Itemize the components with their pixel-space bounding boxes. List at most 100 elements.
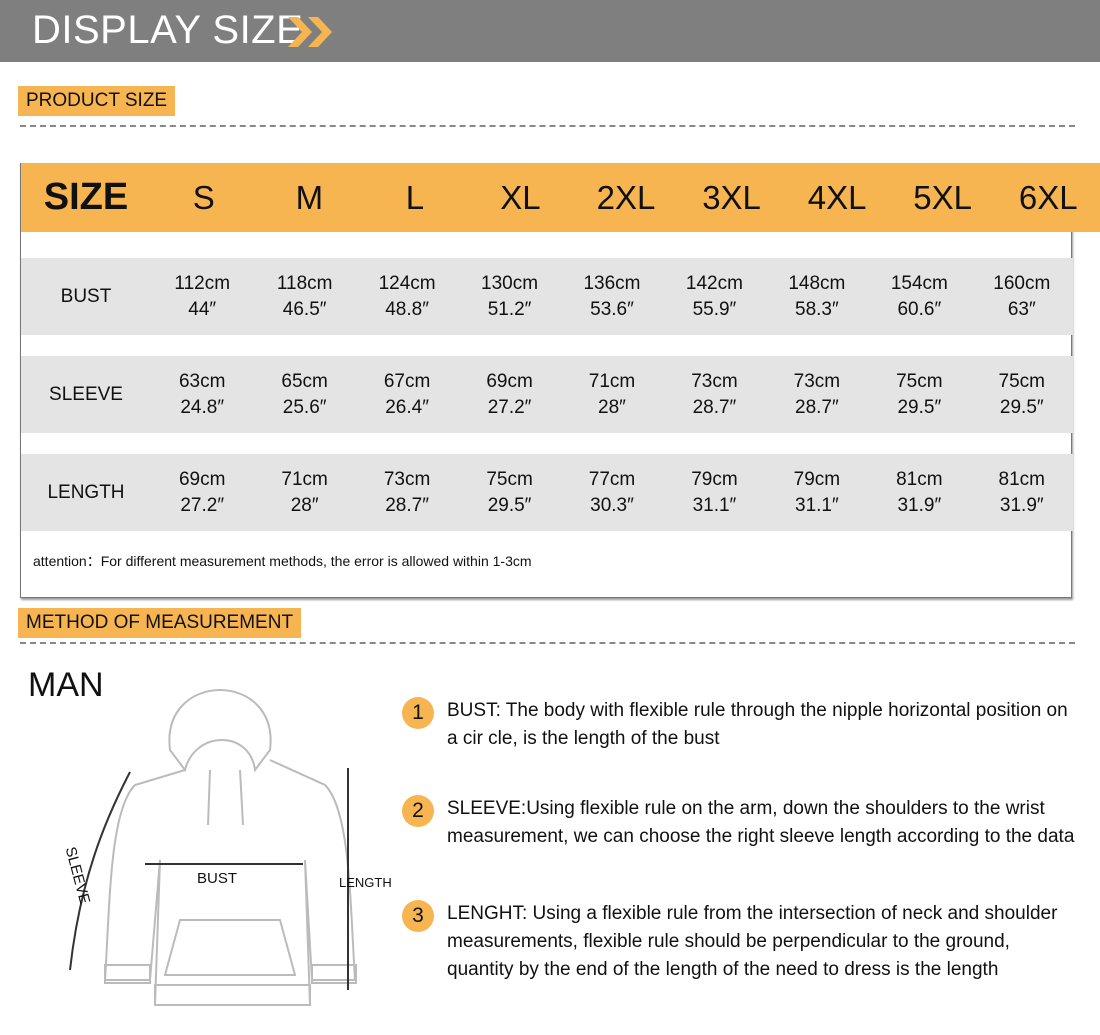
size-header: M	[295, 178, 324, 216]
cm-value: 81cm	[896, 468, 943, 490]
instruction-text: LENGHT: Using a flexible rule from the i…	[447, 903, 1058, 980]
step-number-badge: 2	[402, 795, 434, 827]
table-cell: 160cm 63″	[971, 271, 1073, 323]
table-cell: 112cm 44″	[151, 271, 253, 323]
step-number-badge: 3	[402, 900, 434, 932]
inch-value: 28.7″	[795, 396, 839, 418]
cm-value: 69cm	[178, 468, 226, 490]
table-cell: 71cm 28″	[253, 467, 355, 519]
cm-value: 124cm	[378, 272, 436, 294]
row-label: BUST	[60, 285, 112, 307]
bust-label: BUST	[197, 870, 238, 887]
hoodie-illustration	[69, 689, 357, 1006]
table-cell: 136cm 53.6″	[561, 271, 663, 323]
inch-value: 30.3″	[590, 494, 634, 516]
inch-value: 31.9″	[897, 494, 942, 516]
cm-value: 63cm	[178, 370, 226, 392]
cm-value: 71cm	[588, 370, 636, 392]
size-header: 5XL	[913, 178, 973, 216]
table-cell: 154cm 60.6″	[868, 271, 970, 323]
inch-value: 31.1″	[692, 494, 737, 516]
table-cell: 73cm 28.7″	[766, 369, 868, 421]
inch-value: 26.4″	[385, 396, 429, 418]
length-label: LENGTH	[339, 875, 392, 890]
header-bar: DISPLAY SIZE	[0, 0, 1100, 62]
table-cell: 81cm 31.9″	[868, 467, 970, 519]
size-header: 3XL	[702, 178, 761, 216]
table-cell: 79cm 31.1″	[663, 467, 765, 519]
cm-value: 75cm	[998, 370, 1045, 392]
table-cell: 148cm 58.3″	[766, 271, 868, 323]
cm-value: 77cm	[588, 468, 636, 490]
instruction-text: SLEEVE:Using flexible rule on the arm, d…	[447, 798, 1075, 847]
cm-value: 73cm	[383, 468, 431, 490]
cm-value: 75cm	[896, 370, 943, 392]
table-cell: 75cm 29.5″	[458, 467, 560, 519]
size-table: SIZE S M L XL 2XL 3XL 4XL 5XL 6XL BUST 112cm 44″ 118…	[20, 163, 1100, 598]
inch-value: 27.2″	[487, 396, 532, 418]
table-cell: 130cm 51.2″	[458, 271, 560, 323]
inch-value: 28.7″	[385, 494, 429, 516]
inch-value: 29.5″	[897, 396, 942, 418]
cm-value: 73cm	[793, 370, 841, 392]
inch-value: 28.7″	[692, 396, 737, 418]
cm-value: 118cm	[276, 272, 333, 294]
table-cell: 71cm 28″	[561, 369, 663, 421]
size-header: L	[405, 178, 425, 216]
table-cell: 75cm 29.5″	[971, 369, 1073, 421]
cm-value: 160cm	[993, 272, 1051, 294]
inch-value: 29.5″	[487, 494, 532, 516]
cm-value: 130cm	[481, 272, 539, 294]
table-cell: 67cm 26.4″	[356, 369, 458, 421]
inch-value: 53.6″	[590, 298, 634, 320]
table-cell: 75cm 29.5″	[868, 369, 970, 421]
cm-value: 136cm	[583, 272, 641, 294]
inch-value: 51.2″	[487, 298, 532, 320]
cm-value: 73cm	[691, 370, 738, 392]
size-header: S	[192, 178, 215, 216]
table-cell: 69cm 27.2″	[458, 369, 560, 421]
table-cell: 77cm 30.3″	[561, 467, 663, 519]
inch-value: 24.8″	[180, 396, 225, 418]
step-number-badge: 1	[402, 697, 434, 729]
page-title: DISPLAY SIZE	[32, 8, 304, 52]
inch-value: 31.1″	[795, 494, 839, 516]
table-cell: 79cm 31.1″	[766, 467, 868, 519]
table-header: SIZE S M L XL 2XL 3XL 4XL 5XL 6XL	[21, 163, 1100, 232]
table-cell: 73cm 28.7″	[356, 467, 458, 519]
inch-value: 48.8″	[385, 298, 429, 320]
inch-value: 27.2″	[180, 494, 225, 516]
inch-value: 25.6″	[282, 396, 327, 418]
table-row: LENGTH 69cm 27.2″ 71cm 28″ 73cm 28.7″ 75cm 29.5″…	[21, 454, 1073, 531]
table-cell: 81cm 31.9″	[971, 467, 1073, 519]
cm-value: 142cm	[685, 272, 743, 294]
cm-value: 67cm	[383, 370, 431, 392]
cm-value: 79cm	[793, 468, 841, 490]
table-cell: 63cm 24.8″	[151, 369, 253, 421]
cm-value: 148cm	[788, 272, 846, 294]
product-size-label: PRODUCT SIZE	[18, 86, 176, 116]
inch-value: 28″	[598, 396, 626, 418]
divider	[20, 125, 1075, 127]
inch-value: 31.9″	[999, 494, 1044, 516]
cm-value: 154cm	[890, 272, 948, 294]
size-header: 6XL	[1018, 178, 1078, 216]
table-cell: 118cm 46.5″	[253, 271, 355, 323]
table-cell: 142cm 55.9″	[663, 271, 765, 323]
size-column-header: SIZE	[43, 176, 129, 218]
table-cell: 65cm 25.6″	[253, 369, 355, 421]
table-cell: 73cm 28.7″	[663, 369, 765, 421]
row-label: SLEEVE	[49, 383, 123, 405]
cm-value: 81cm	[998, 468, 1045, 490]
double-chevron-right-icon	[288, 17, 332, 47]
table-cell: 69cm 27.2″	[151, 467, 253, 519]
inch-value: 28″	[290, 494, 319, 516]
cm-value: 65cm	[281, 370, 328, 392]
divider	[20, 642, 1075, 644]
cm-value: 75cm	[486, 468, 533, 490]
table-row: SLEEVE 63cm 24.8″ 65cm 25.6″ 67cm 26.4″ 69cm 27.…	[21, 356, 1073, 433]
attention-note: attention：For different measurement meth…	[33, 553, 532, 569]
inch-value: 44″	[188, 298, 217, 320]
inch-value: 46.5″	[282, 298, 327, 320]
size-header: 2XL	[596, 178, 656, 216]
